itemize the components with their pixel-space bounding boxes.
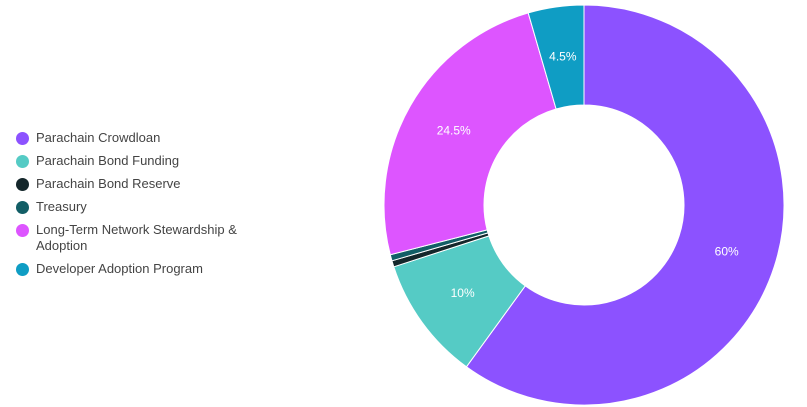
legend-swatch xyxy=(16,155,29,168)
legend-label: Treasury xyxy=(36,199,87,214)
legend-label: Parachain Crowdloan xyxy=(36,130,161,145)
legend-swatch xyxy=(16,224,29,237)
legend-label: Long-Term Network Stewardship & Adoption xyxy=(36,222,237,253)
slice-label: 60% xyxy=(715,244,739,258)
slice[interactable] xyxy=(527,4,585,110)
slice-label: 10% xyxy=(451,286,475,300)
slice-label: 4.5% xyxy=(549,49,577,63)
legend-item[interactable]: Developer Adoption Program xyxy=(16,261,266,277)
legend: Parachain Crowdloan Parachain Bond Fundin… xyxy=(16,130,266,284)
legend-label: Parachain Bond Reserve xyxy=(36,176,181,191)
legend-swatch xyxy=(16,178,29,191)
legend-label: Parachain Bond Funding xyxy=(36,153,180,168)
legend-item[interactable]: Long-Term Network Stewardship & Adoption xyxy=(16,222,266,254)
slice[interactable] xyxy=(465,4,785,406)
legend-item[interactable]: Parachain Bond Reserve xyxy=(16,176,266,192)
slice-label: 24.5% xyxy=(437,124,471,138)
legend-item[interactable]: Parachain Bond Funding xyxy=(16,153,266,169)
legend-swatch xyxy=(16,263,29,276)
legend-label: Developer Adoption Program xyxy=(36,261,203,276)
legend-swatch xyxy=(16,201,29,214)
slice[interactable] xyxy=(383,12,557,256)
legend-item[interactable]: Parachain Crowdloan xyxy=(16,130,266,146)
legend-item[interactable]: Treasury xyxy=(16,199,266,215)
legend-swatch xyxy=(16,132,29,145)
